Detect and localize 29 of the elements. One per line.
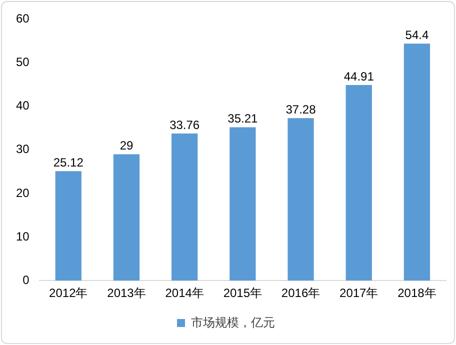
bar [288, 118, 314, 281]
bar [113, 154, 140, 281]
bar [404, 44, 430, 281]
bar [55, 171, 82, 281]
y-tick-label: 10 [16, 229, 30, 244]
y-tick-label: 0 [22, 272, 30, 287]
data-label: 37.28 [286, 102, 316, 116]
x-tick-label: 2015年 [223, 286, 262, 300]
data-label: 54.4 [405, 28, 429, 42]
x-tick-label: 2017年 [340, 286, 378, 300]
x-tick-label: 2013年 [107, 286, 146, 300]
bar [172, 134, 198, 281]
y-tick-label: 30 [16, 142, 30, 156]
y-tick-label: 40 [16, 98, 30, 113]
y-tick-label: 60 [16, 12, 30, 26]
bar [346, 84, 372, 281]
x-tick-label: 2016年 [281, 286, 320, 300]
bar [230, 127, 256, 281]
x-tick-label: 2014年 [165, 286, 204, 300]
y-tick-label: 50 [16, 55, 30, 70]
data-label: 35.21 [228, 112, 258, 126]
data-label: 44.91 [344, 69, 374, 84]
data-label: 25.12 [53, 155, 84, 170]
y-tick-label: 20 [16, 186, 30, 200]
legend-label: 市场规模，亿元 [191, 315, 275, 330]
data-label: 33.76 [170, 118, 200, 132]
x-tick-label: 2018年 [398, 286, 436, 300]
x-tick-label: 2012年 [49, 286, 88, 300]
data-label: 29 [120, 138, 134, 153]
